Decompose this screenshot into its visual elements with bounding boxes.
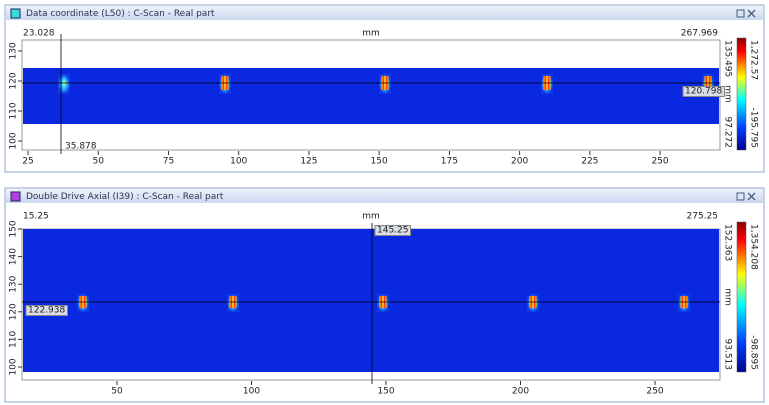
y-bottom-label: 97.272	[723, 117, 733, 149]
y-tick-label: 110	[9, 331, 19, 348]
x-unit-label: mm	[362, 212, 380, 222]
y-tick-label: 110	[9, 102, 19, 119]
scan-image	[23, 68, 719, 124]
panel-icon	[10, 191, 21, 202]
y-tick-label: 120	[9, 72, 19, 89]
x-tick-label: 50	[111, 387, 123, 397]
x-tick-label: 150	[371, 157, 388, 167]
y-tick-label: 100	[9, 132, 19, 149]
y-top-label: 135.495	[723, 40, 733, 77]
y-tick-label: 140	[9, 248, 19, 265]
panel-title: Double Drive Axial (I39) : C-Scan - Real…	[26, 192, 224, 202]
x-tick-label: 75	[163, 157, 174, 167]
title-bar	[6, 6, 763, 20]
x-tick-label: 125	[300, 157, 317, 167]
cursor-y-label-box	[682, 86, 725, 97]
x-tick-label: 250	[646, 387, 663, 397]
x-tick-label: 200	[512, 387, 529, 397]
x-tick-label: 150	[377, 387, 394, 397]
color-min-label: -195.795	[749, 108, 759, 148]
y-tick-label: 100	[9, 358, 19, 375]
y-top-label: 152.363	[723, 224, 733, 261]
cursor-y-label-box	[25, 305, 68, 316]
color-max-label: 1,354.208	[749, 224, 759, 270]
x-tick-label: 100	[243, 387, 260, 397]
y-tick-label: 130	[9, 42, 19, 59]
close-button[interactable]	[747, 192, 756, 201]
color-max-label: 1,272.57	[749, 40, 759, 80]
restore-button[interactable]	[736, 192, 745, 201]
x-end-label: 275.25	[687, 212, 719, 222]
x-tick-label: 100	[230, 157, 247, 167]
y-unit-label: mm	[723, 85, 733, 103]
cursor-x-label: 35.878	[65, 142, 97, 152]
y-unit-label: mm	[723, 288, 733, 306]
color-bar	[736, 221, 747, 373]
scan-image	[23, 229, 719, 372]
restore-button[interactable]	[736, 9, 745, 18]
color-min-label: -98.895	[749, 335, 759, 370]
y-tick-label: 150	[9, 220, 19, 237]
x-start-label: 15.25	[23, 212, 49, 222]
x-tick-label: 225	[581, 157, 598, 167]
cursor-y-label: 122.938	[28, 306, 65, 316]
x-tick-label: 250	[651, 157, 668, 167]
cursor-x-label-box	[374, 225, 411, 236]
x-tick-label: 200	[511, 157, 528, 167]
color-bar	[736, 37, 747, 151]
y-tick-label: 130	[9, 275, 19, 292]
y-tick-label: 120	[9, 303, 19, 320]
title-bar	[6, 189, 763, 203]
x-tick-label: 175	[441, 157, 458, 167]
y-bottom-label: 93.513	[723, 339, 733, 371]
x-unit-label: mm	[362, 29, 380, 39]
x-tick-label: 25	[22, 157, 33, 167]
x-start-label: 23.028	[23, 29, 55, 39]
panel-title: Data coordinate (L50) : C-Scan - Real pa…	[26, 9, 215, 19]
cursor-y-label: 120.798	[685, 87, 722, 97]
panel-icon	[10, 8, 21, 19]
x-end-label: 267.969	[681, 29, 718, 39]
x-tick-label: 50	[93, 157, 105, 167]
close-button[interactable]	[747, 9, 756, 18]
cursor-x-label: 145.25	[377, 226, 409, 236]
